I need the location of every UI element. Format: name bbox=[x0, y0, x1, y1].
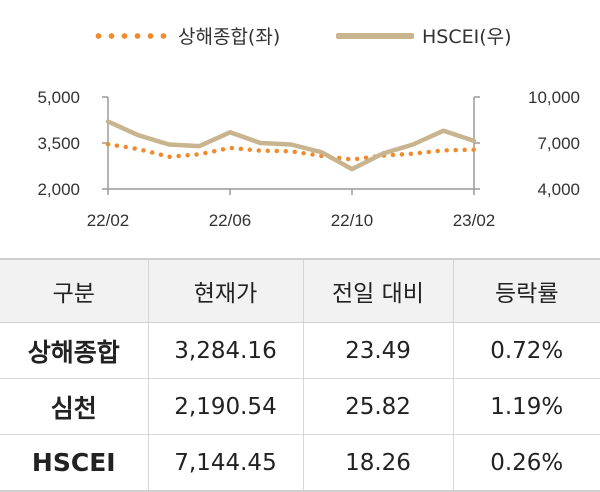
row-change: 18.26 bbox=[303, 435, 453, 492]
x-tick-label: 23/02 bbox=[453, 211, 496, 230]
row-name: 심천 bbox=[0, 379, 148, 435]
series-line-hscei bbox=[108, 122, 474, 170]
y-tick-label-right: 7,000 bbox=[537, 134, 580, 153]
row-change: 23.49 bbox=[303, 323, 453, 379]
x-tick-label: 22/06 bbox=[209, 211, 252, 230]
row-price: 2,190.54 bbox=[148, 379, 303, 435]
row-name: HSCEI bbox=[0, 435, 148, 492]
row-rate: 0.72% bbox=[453, 323, 600, 379]
y-tick-label-right: 10,000 bbox=[528, 88, 580, 107]
x-tick-label: 22/10 bbox=[331, 211, 374, 230]
y-tick-label-left: 5,000 bbox=[37, 88, 80, 107]
table-row: 상해종합 3,284.16 23.49 0.72% bbox=[0, 323, 600, 379]
header-change: 전일 대비 bbox=[303, 259, 453, 323]
row-price: 3,284.16 bbox=[148, 323, 303, 379]
price-table: 구분 현재가 전일 대비 등락률 상해종합 3,284.16 23.49 0.7… bbox=[0, 258, 600, 492]
header-price: 현재가 bbox=[148, 259, 303, 323]
row-rate: 0.26% bbox=[453, 435, 600, 492]
header-category: 구분 bbox=[0, 259, 148, 323]
header-rate: 등락률 bbox=[453, 259, 600, 323]
table-row: 심천 2,190.54 25.82 1.19% bbox=[0, 379, 600, 435]
row-name: 상해종합 bbox=[0, 323, 148, 379]
row-change: 25.82 bbox=[303, 379, 453, 435]
y-tick-label-left: 3,500 bbox=[37, 134, 80, 153]
row-price: 7,144.45 bbox=[148, 435, 303, 492]
line-chart: 5,000 3,500 2,000 10,000 7,000 4,000 22/02 22/0… bbox=[0, 0, 600, 250]
y-tick-label-left: 2,000 bbox=[37, 180, 80, 199]
y-tick-label-right: 4,000 bbox=[537, 180, 580, 199]
x-tick-label: 22/02 bbox=[87, 211, 130, 230]
table-row: HSCEI 7,144.45 18.26 0.26% bbox=[0, 435, 600, 492]
row-rate: 1.19% bbox=[453, 379, 600, 435]
table-header-row: 구분 현재가 전일 대비 등락률 bbox=[0, 259, 600, 323]
